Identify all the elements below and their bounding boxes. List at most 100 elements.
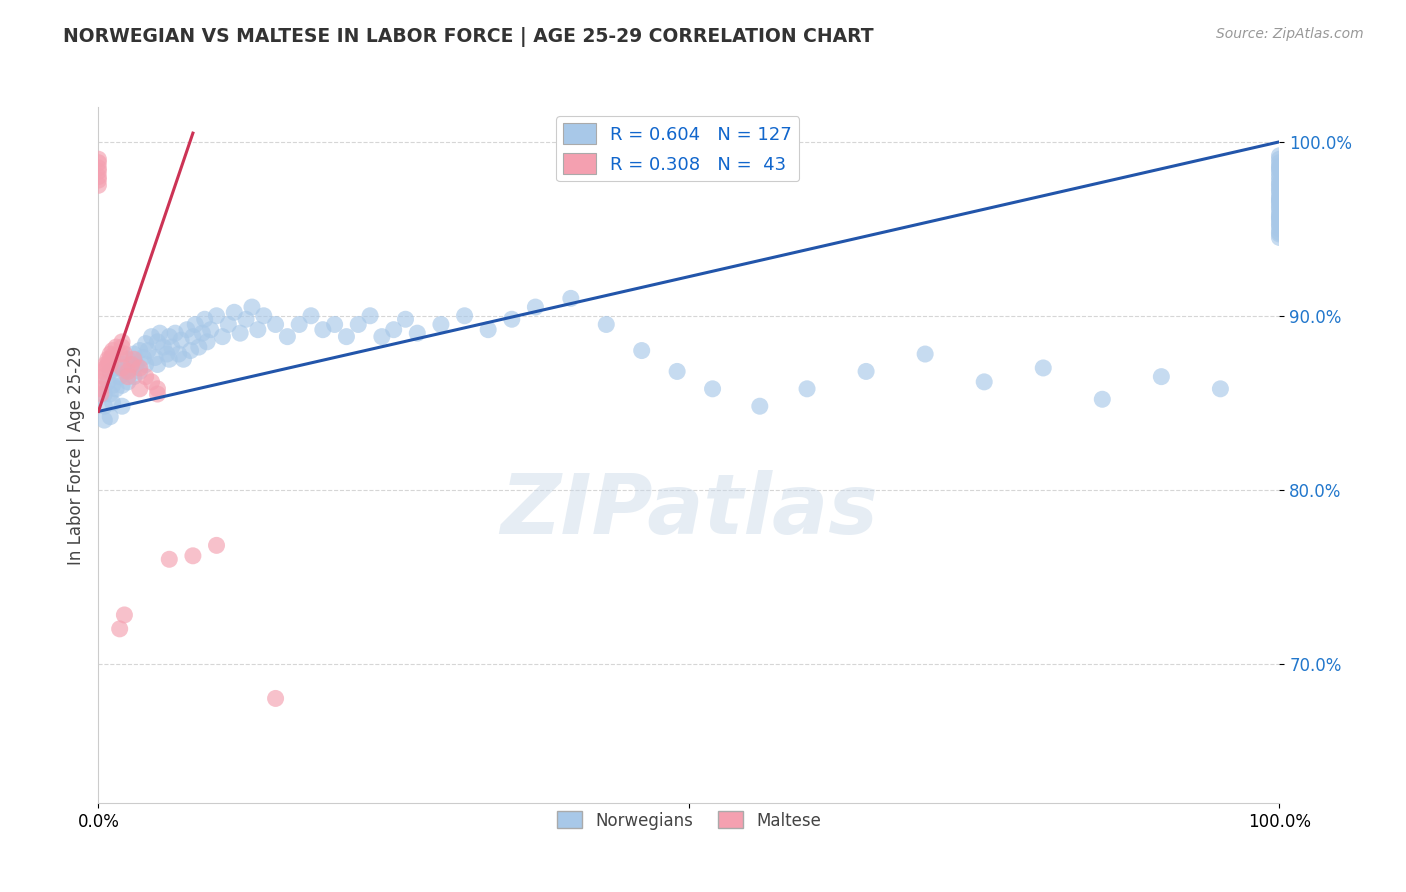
Point <box>855 364 877 378</box>
Point <box>122 347 145 361</box>
Point <box>1268 194 1291 208</box>
Point <box>98 387 121 401</box>
Point <box>264 318 287 332</box>
Point <box>335 329 357 343</box>
Point <box>87 173 110 187</box>
Point <box>93 387 115 401</box>
Point <box>211 329 233 343</box>
Point <box>122 369 145 384</box>
Point <box>165 326 187 340</box>
Point <box>132 351 155 365</box>
Point <box>157 552 180 566</box>
Point <box>560 291 582 305</box>
Point <box>1268 213 1291 227</box>
Point <box>108 347 131 361</box>
Point <box>1268 227 1291 241</box>
Point <box>172 352 194 367</box>
Point <box>1268 210 1291 224</box>
Point <box>382 323 405 337</box>
Point <box>1268 190 1291 204</box>
Point <box>91 369 114 384</box>
Point <box>112 347 135 361</box>
Point <box>195 334 218 349</box>
Point <box>200 323 222 337</box>
Point <box>128 360 150 375</box>
Point <box>141 375 163 389</box>
Point <box>101 343 124 358</box>
Point <box>117 375 139 389</box>
Point <box>187 340 209 354</box>
Point <box>224 305 246 319</box>
Point <box>702 382 724 396</box>
Point <box>122 352 145 367</box>
Point <box>121 360 143 375</box>
Point <box>128 382 150 396</box>
Point <box>235 312 257 326</box>
Point <box>630 343 652 358</box>
Point <box>246 323 269 337</box>
Point <box>146 358 169 372</box>
Point <box>1268 217 1291 231</box>
Point <box>111 358 134 372</box>
Point <box>217 318 239 332</box>
Point <box>1032 360 1054 375</box>
Point <box>1268 219 1291 233</box>
Point <box>111 340 134 354</box>
Point <box>1091 392 1114 407</box>
Point <box>125 358 148 372</box>
Point <box>146 387 169 401</box>
Point <box>477 323 499 337</box>
Point <box>146 382 169 396</box>
Point <box>180 343 202 358</box>
Point <box>1268 199 1291 213</box>
Point <box>149 326 172 340</box>
Point <box>176 323 198 337</box>
Point <box>108 369 131 384</box>
Point <box>205 538 228 552</box>
Point <box>1268 169 1291 184</box>
Point <box>94 360 117 375</box>
Point <box>748 399 770 413</box>
Point <box>101 378 124 392</box>
Point <box>181 329 204 343</box>
Point <box>1268 195 1291 210</box>
Point <box>87 152 110 166</box>
Point <box>1268 161 1291 175</box>
Point <box>87 155 110 169</box>
Point <box>117 352 139 367</box>
Point <box>524 300 547 314</box>
Point <box>299 309 322 323</box>
Point <box>117 364 139 378</box>
Point <box>184 318 207 332</box>
Point <box>101 349 124 363</box>
Point <box>152 340 174 354</box>
Point <box>1268 208 1291 222</box>
Text: Source: ZipAtlas.com: Source: ZipAtlas.com <box>1216 27 1364 41</box>
Point <box>108 622 131 636</box>
Point <box>111 360 134 375</box>
Point <box>323 318 346 332</box>
Point <box>1268 159 1291 173</box>
Point <box>143 351 166 365</box>
Point <box>117 369 139 384</box>
Point <box>105 340 128 354</box>
Point <box>93 399 115 413</box>
Point <box>97 358 120 372</box>
Point <box>98 409 121 424</box>
Point <box>1268 162 1291 177</box>
Point <box>501 312 523 326</box>
Point <box>135 336 157 351</box>
Point <box>105 382 128 396</box>
Point <box>135 358 157 372</box>
Point <box>136 343 159 358</box>
Point <box>1268 201 1291 215</box>
Point <box>135 369 157 384</box>
Point <box>156 347 179 361</box>
Point <box>253 309 276 323</box>
Point <box>97 352 120 367</box>
Point <box>105 360 128 375</box>
Point <box>796 382 818 396</box>
Point <box>87 161 110 175</box>
Point <box>1268 186 1291 201</box>
Point <box>1268 204 1291 219</box>
